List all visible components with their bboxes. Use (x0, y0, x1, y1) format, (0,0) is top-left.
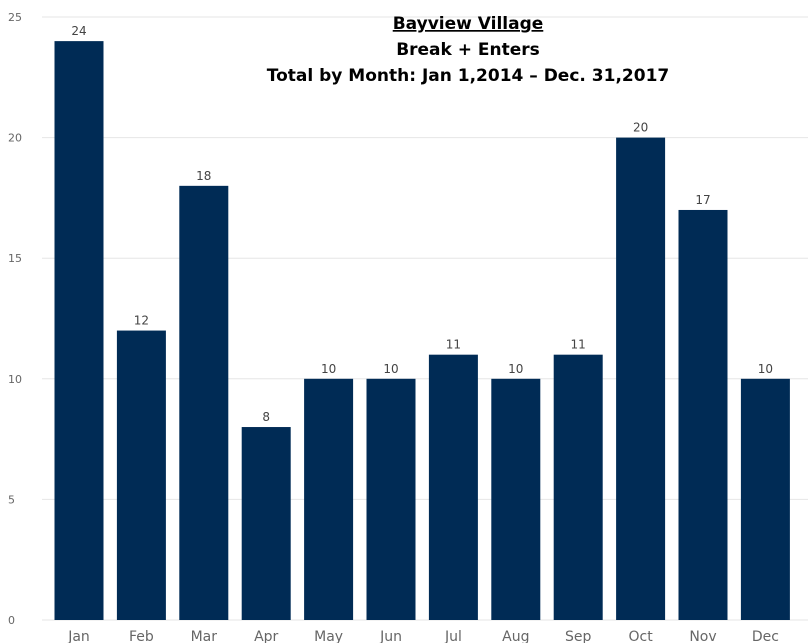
data-label-aug: 10 (508, 362, 523, 376)
chart-title-line-2: Break + Enters (396, 40, 540, 60)
bar-may (304, 378, 354, 620)
y-tick-label: 15 (8, 252, 22, 265)
x-tick-label-jan: Jan (67, 629, 90, 643)
y-axis-ticks: 0 5 10 15 20 25 (8, 11, 22, 627)
bar-jun (366, 378, 416, 620)
data-label-jan: 24 (71, 24, 86, 38)
data-label-apr: 8 (262, 410, 270, 424)
data-label-jul: 11 (446, 338, 461, 352)
x-axis-ticks: Jan Feb Mar Apr May Jun Jul Aug Sep Oct Nov Dec (67, 629, 779, 643)
y-tick-label: 20 (8, 132, 22, 145)
bar-dec (740, 378, 790, 620)
data-label-nov: 17 (695, 193, 710, 207)
data-label-may: 10 (321, 362, 336, 376)
chart-title-line-3: Total by Month: Jan 1,2014 – Dec. 31,201… (267, 66, 669, 86)
bar-jul (428, 354, 478, 620)
y-tick-label: 25 (8, 11, 22, 24)
x-tick-label-oct: Oct (628, 629, 653, 643)
data-label-sep: 11 (571, 338, 586, 352)
chart-title: Bayview Village Break + Enters Total by … (267, 14, 669, 86)
y-tick-label: 5 (8, 493, 15, 506)
data-label-dec: 10 (758, 362, 773, 376)
x-tick-label-sep: Sep (565, 629, 592, 643)
bar-jan (54, 41, 104, 621)
bar-mar (179, 185, 229, 620)
x-tick-label-dec: Dec (752, 629, 779, 643)
x-tick-label-jul: Jul (444, 629, 462, 643)
chart-title-line-1: Bayview Village (393, 14, 544, 34)
data-label-feb: 12 (134, 314, 149, 328)
bar-aug (491, 378, 541, 620)
bar-sep (553, 354, 603, 620)
y-tick-label: 10 (8, 373, 22, 386)
data-label-mar: 18 (196, 169, 211, 183)
x-tick-label-jun: Jun (379, 629, 402, 643)
bar-feb (116, 330, 166, 620)
x-tick-label-nov: Nov (689, 629, 716, 643)
bars (54, 41, 790, 621)
bar-nov (678, 209, 728, 620)
y-tick-label: 0 (8, 614, 15, 627)
x-tick-label-feb: Feb (129, 629, 154, 643)
x-tick-label-may: May (314, 629, 343, 643)
x-tick-label-apr: Apr (254, 629, 278, 643)
data-label-jun: 10 (383, 362, 398, 376)
x-tick-label-mar: Mar (191, 629, 218, 643)
data-labels: 24 12 18 8 10 10 11 10 11 20 17 10 (71, 24, 773, 424)
bar-oct (616, 137, 666, 620)
x-tick-label-aug: Aug (502, 629, 529, 643)
data-label-oct: 20 (633, 121, 648, 135)
bar-apr (241, 427, 291, 620)
